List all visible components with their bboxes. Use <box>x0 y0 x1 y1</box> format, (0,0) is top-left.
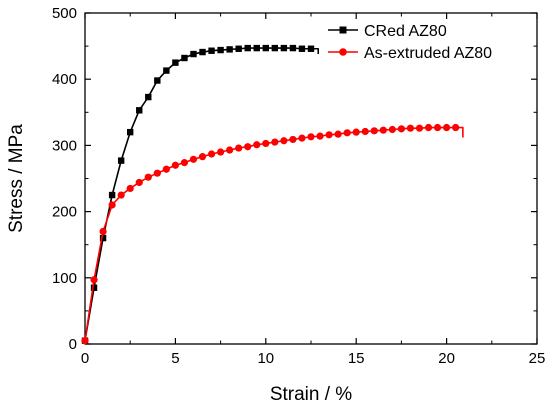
data-point-square <box>235 45 242 52</box>
y-tick-label: 400 <box>52 71 77 88</box>
data-point-circle <box>325 131 333 139</box>
data-point-square <box>280 44 288 52</box>
data-point-circle <box>334 130 342 138</box>
data-point-circle <box>162 165 170 173</box>
data-point-circle <box>452 123 460 132</box>
data-point-circle <box>307 133 315 141</box>
series-line <box>84 126 464 341</box>
data-point-circle <box>135 178 143 187</box>
data-point-circle <box>144 173 152 181</box>
y-axis-label: Stress / MPa <box>6 124 27 233</box>
data-point-circle <box>90 276 98 284</box>
y-tick-label: 200 <box>52 204 77 221</box>
data-point-square <box>145 93 152 101</box>
series-0 <box>81 44 320 344</box>
x-axis-label: Strain / % <box>270 384 352 405</box>
data-point-square <box>99 234 107 242</box>
data-point-circle <box>217 148 225 156</box>
data-point-square <box>136 107 143 114</box>
data-point-square <box>90 284 98 291</box>
data-point-square <box>108 191 116 199</box>
data-point-circle <box>443 123 451 132</box>
data-point-square <box>127 128 134 136</box>
data-point-circle <box>81 337 89 345</box>
data-point-circle <box>226 146 234 154</box>
data-point-circle <box>171 161 179 169</box>
data-point-circle <box>379 126 387 134</box>
data-point-circle <box>361 127 369 136</box>
x-tick-label: 15 <box>348 350 365 367</box>
data-point-circle <box>244 143 252 151</box>
data-point-circle <box>280 137 288 145</box>
data-point-circle <box>117 191 125 199</box>
data-point-square <box>298 45 306 52</box>
data-point-square <box>271 44 279 52</box>
data-point-square <box>163 67 170 74</box>
data-point-circle <box>289 135 297 144</box>
data-point-circle <box>298 134 306 142</box>
data-point-square <box>253 44 260 52</box>
data-point-circle <box>262 139 270 148</box>
series-1 <box>81 123 464 345</box>
legend: CRed AZ80 As-extruded AZ80 <box>328 23 492 62</box>
x-tick-label: 0 <box>81 350 89 367</box>
legend-label: As-extruded AZ80 <box>364 45 492 62</box>
legend-entry-0: CRed AZ80 <box>328 23 447 40</box>
data-point-square <box>289 44 297 52</box>
data-point-square <box>226 46 233 53</box>
data-point-square <box>262 44 269 52</box>
data-point-circle <box>235 144 243 152</box>
data-point-circle <box>388 125 396 134</box>
data-point-circle <box>433 123 442 132</box>
data-point-circle <box>153 169 161 177</box>
x-tick-label: 5 <box>171 350 179 367</box>
data-point-circle <box>352 128 360 136</box>
data-point-circle <box>415 124 424 132</box>
data-point-circle <box>271 138 279 146</box>
data-point-circle <box>316 132 324 140</box>
data-point-circle <box>108 201 116 209</box>
data-point-circle <box>198 153 207 161</box>
data-point-circle <box>397 125 405 133</box>
data-point-square <box>307 45 315 52</box>
x-tick-label: 25 <box>529 350 546 367</box>
data-point-circle <box>406 124 415 132</box>
data-point-circle <box>189 155 198 163</box>
data-point-circle <box>424 123 433 132</box>
x-tick-label: 10 <box>257 350 274 367</box>
data-point-circle <box>126 184 134 193</box>
legend-label: CRed AZ80 <box>364 23 447 40</box>
data-point-circle <box>370 127 378 135</box>
data-point-square <box>199 48 206 56</box>
data-point-circle <box>180 159 189 167</box>
data-point-circle <box>253 141 261 149</box>
legend-marker-circle <box>339 48 347 56</box>
y-tick-label: 100 <box>52 270 77 287</box>
y-tick-label: 0 <box>69 336 77 353</box>
data-point-circle <box>99 227 107 236</box>
data-point-square <box>217 46 224 54</box>
x-tick-label: 20 <box>438 350 455 367</box>
axes-layer: 0 5 10 15 20 25 0 100 200 300 400 500 Strain / % Stre… <box>6 5 545 405</box>
legend-marker-square <box>339 26 347 34</box>
series-line <box>84 47 320 341</box>
series-layer <box>81 44 464 345</box>
data-point-circle <box>343 129 351 137</box>
data-point-circle <box>207 150 216 158</box>
legend-entry-1: As-extruded AZ80 <box>328 45 492 62</box>
y-tick-label: 300 <box>52 137 77 154</box>
data-point-square <box>117 157 125 164</box>
plot-frame <box>84 12 538 345</box>
data-point-square <box>190 50 197 58</box>
data-point-square <box>172 59 179 66</box>
data-point-square <box>181 54 188 62</box>
data-point-square <box>154 77 161 84</box>
y-tick-label: 500 <box>52 5 77 22</box>
data-point-square <box>244 44 251 52</box>
data-point-square <box>208 47 215 54</box>
